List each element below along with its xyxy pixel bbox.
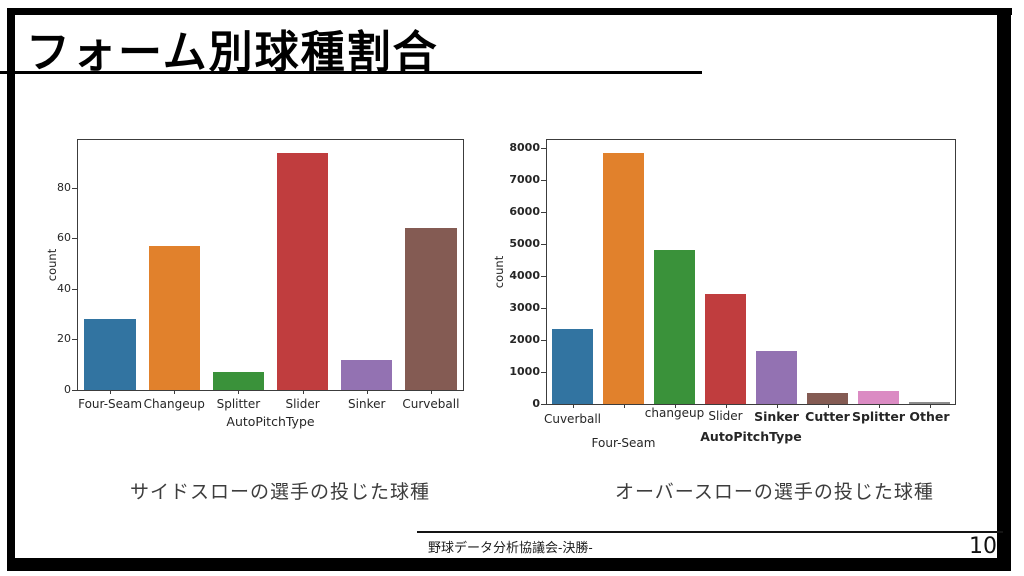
slide-border-right <box>997 8 1011 571</box>
bar-four-seam <box>603 153 644 404</box>
y-tick-mark <box>541 212 546 213</box>
x-tick-mark <box>572 404 574 408</box>
bar-changeup <box>654 250 695 404</box>
slide-border-top <box>8 8 1012 15</box>
y-tick-label: 3000 <box>509 301 540 314</box>
bar-curveball <box>405 228 457 390</box>
bar-slider <box>705 294 746 404</box>
y-tick-label: 8000 <box>509 141 540 154</box>
x-tick-mark <box>929 404 931 408</box>
caption-overthrow: オーバースローの選手の投じた球種 <box>615 482 934 503</box>
x-tick-label-splitter: Splitter <box>851 409 906 424</box>
y-tick-label: 0 <box>532 397 540 410</box>
y-tick-mark <box>72 187 77 189</box>
bar-sinker <box>756 351 797 404</box>
y-tick-mark <box>541 404 546 405</box>
slide-border-left <box>7 8 15 571</box>
y-tick-mark <box>541 340 546 341</box>
x-tick-mark <box>725 404 727 408</box>
y-tick-mark <box>541 372 546 373</box>
y-tick-mark <box>541 148 546 149</box>
x-tick-mark <box>827 404 829 408</box>
page-number: 10 <box>969 534 997 559</box>
x-tick-label-changeup: Changeup <box>143 397 205 411</box>
y-tick-mark <box>72 238 77 240</box>
x-tick-label-four-seam: Four-Seam <box>591 436 656 450</box>
footer-text: 野球データ分析協議会-決勝- <box>428 540 593 555</box>
x-tick-label-curveball: Curveball <box>402 397 460 411</box>
title-underline <box>0 71 702 74</box>
bar-splitter <box>858 391 899 404</box>
x-tick-mark <box>238 390 240 394</box>
y-tick-mark <box>72 390 77 391</box>
y-axis-label: count <box>492 255 506 289</box>
bar-splitter <box>212 372 265 390</box>
x-tick-mark <box>623 404 625 408</box>
x-axis-label: AutoPitchType <box>226 414 315 429</box>
y-tick-label: 0 <box>64 383 71 396</box>
x-tick-mark <box>110 390 112 394</box>
bar-sinker <box>341 360 393 390</box>
bar-other <box>909 402 950 404</box>
x-tick-label-sinker: Sinker <box>754 409 799 424</box>
x-tick-label-changeup: changeup <box>644 406 705 420</box>
x-tick-label-cuverball: Cuverball <box>543 412 602 426</box>
x-tick-mark <box>776 404 778 408</box>
y-axis-label: count <box>45 248 59 282</box>
x-tick-label-slider: Slider <box>285 397 320 411</box>
y-tick-label: 2000 <box>509 333 540 346</box>
x-tick-mark <box>430 390 432 394</box>
caption-sidethrow: サイドスローの選手の投じた球種 <box>130 482 431 503</box>
x-tick-mark <box>674 404 676 408</box>
x-tick-label-splitter: Splitter <box>216 397 261 411</box>
slide-border-bottom <box>7 558 1011 571</box>
bar-changeup <box>148 246 200 390</box>
bar-cuverball <box>552 329 593 404</box>
x-tick-mark <box>878 404 880 408</box>
sidethrow-pitchtype-bar-chart: 0 20 40 60 80 Four-Seam Changeup Splitter Slider… <box>45 139 464 429</box>
y-tick-mark <box>541 308 546 309</box>
y-tick-label: 60 <box>57 231 71 245</box>
x-tick-label-slider: Slider <box>708 409 743 423</box>
x-tick-label-cutter: Cutter <box>805 409 850 424</box>
x-tick-label-other: Other <box>909 409 950 424</box>
y-tick-mark <box>72 288 77 290</box>
x-tick-mark <box>302 390 304 394</box>
slide-title: フォーム別球種割合 <box>26 28 439 77</box>
bar-slider <box>276 153 329 390</box>
x-tick-mark <box>174 390 176 394</box>
y-tick-mark <box>541 244 546 245</box>
y-tick-label: 20 <box>57 332 71 346</box>
bar-cutter <box>807 393 848 404</box>
bar-four-seam <box>84 319 136 390</box>
y-tick-label: 5000 <box>509 237 540 250</box>
y-tick-mark <box>541 276 546 277</box>
y-tick-label: 80 <box>57 180 71 194</box>
y-tick-mark <box>72 339 77 341</box>
x-tick-label-four-seam: Four-Seam <box>78 397 143 411</box>
y-tick-label: 4000 <box>509 269 540 282</box>
footer-divider <box>417 531 1003 533</box>
x-axis-label: AutoPitchType <box>700 429 802 444</box>
y-tick-label: 1000 <box>509 365 540 378</box>
y-tick-mark <box>541 180 546 181</box>
x-tick-mark <box>366 390 368 394</box>
y-tick-label: 6000 <box>509 205 540 218</box>
y-tick-label: 7000 <box>509 173 540 186</box>
overthrow-pitchtype-bar-chart: 0 1000 2000 3000 4000 5000 6000 7000 8000 Cuverba… <box>492 139 956 450</box>
y-tick-label: 40 <box>57 281 71 295</box>
x-tick-label-sinker: Sinker <box>348 397 386 411</box>
